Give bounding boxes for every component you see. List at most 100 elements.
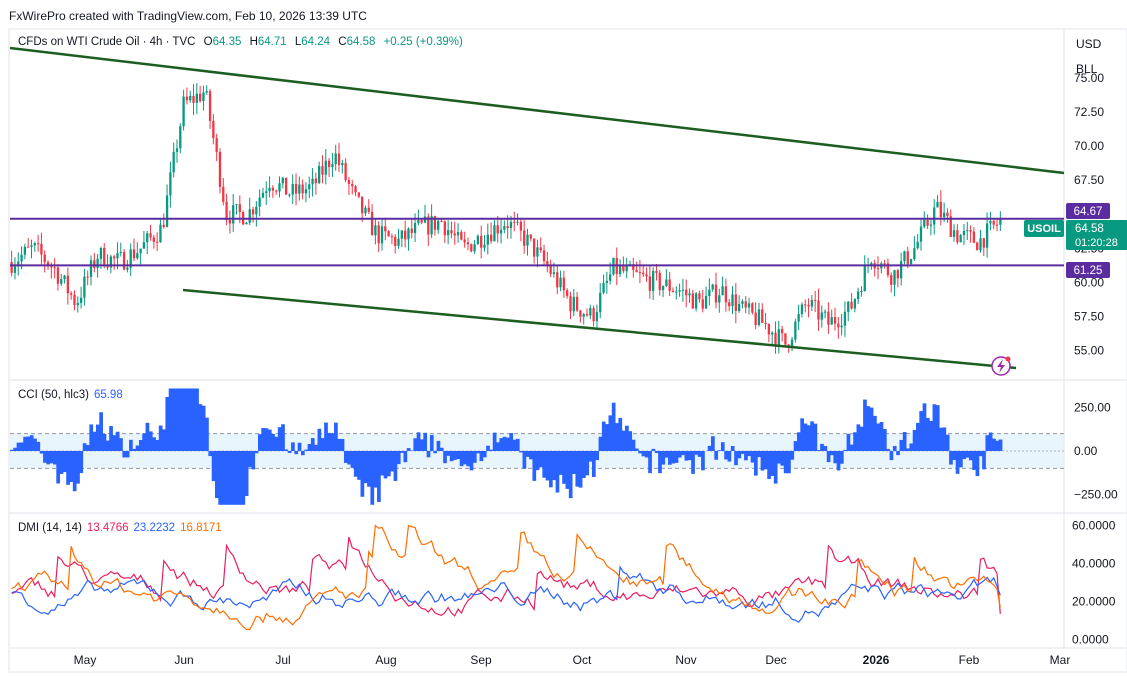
time-tick-label: Aug xyxy=(375,653,396,667)
cci-bar xyxy=(777,450,781,464)
candle xyxy=(470,243,473,253)
cci-bar xyxy=(13,447,18,451)
price-tick-label: 67.50 xyxy=(1074,173,1104,187)
cci-bar xyxy=(992,438,996,451)
candle xyxy=(671,287,675,293)
candle xyxy=(559,270,562,292)
candle xyxy=(985,212,989,258)
cci-bar xyxy=(902,432,907,451)
cci-bar xyxy=(19,442,24,451)
cci-bar xyxy=(162,429,166,451)
cci-bar xyxy=(456,450,461,460)
cci-bar xyxy=(942,427,947,451)
candle xyxy=(757,302,761,327)
cci-bar xyxy=(522,450,527,469)
cci-bar xyxy=(274,436,279,451)
cci-bar xyxy=(668,450,672,465)
time-axis: May Jun Jul Aug Sep Oct Nov Dec 2026 Feb Mar xyxy=(74,653,1071,667)
candle xyxy=(53,258,56,279)
cci-bar xyxy=(439,447,444,451)
cci-bar xyxy=(671,450,676,464)
candle xyxy=(761,303,764,323)
candle xyxy=(437,219,440,234)
candle xyxy=(678,283,681,297)
cci-bar xyxy=(181,388,186,451)
candle xyxy=(979,229,982,253)
cci-bar xyxy=(929,420,933,451)
currency-label[interactable]: USD xyxy=(1076,37,1102,51)
cci-bar xyxy=(843,449,847,451)
cci-bar xyxy=(324,422,328,451)
price-tick-label: 60.00 xyxy=(1074,275,1104,289)
cci-bar xyxy=(320,438,325,451)
candle xyxy=(599,283,602,319)
cci-bar xyxy=(720,442,725,451)
candle xyxy=(566,288,569,299)
candle xyxy=(43,250,46,273)
cci-bar xyxy=(816,450,821,451)
candle xyxy=(278,176,281,198)
cci-bar xyxy=(310,438,315,451)
candle xyxy=(63,274,66,284)
cci-bar xyxy=(135,445,140,451)
cci-bar xyxy=(968,450,973,461)
candle xyxy=(493,220,496,242)
candle xyxy=(460,229,463,241)
dmi-legend[interactable]: DMI (14, 14) 13.4766 23.2232 16.8171 xyxy=(18,522,222,534)
candle xyxy=(222,177,225,206)
cci-bar xyxy=(863,399,867,451)
cci-bar xyxy=(803,423,808,451)
cci-bar xyxy=(92,431,97,451)
cci-bar xyxy=(383,450,388,479)
cci-bar xyxy=(72,450,77,492)
candle xyxy=(638,259,642,284)
unit-label[interactable]: BLL xyxy=(1076,62,1098,76)
candle xyxy=(562,270,566,299)
candle xyxy=(387,230,390,237)
candle xyxy=(311,168,314,197)
cci-bar xyxy=(294,450,299,455)
cci-axis: −250.00 0.00 250.00 xyxy=(1074,401,1118,502)
cci-bar xyxy=(697,450,702,457)
cci-bar xyxy=(23,436,27,451)
cci-bar xyxy=(783,450,788,474)
cci-bar xyxy=(916,422,920,451)
cci-bar xyxy=(277,427,282,451)
event-lightning-icon[interactable] xyxy=(991,356,1011,376)
cci-bar xyxy=(757,450,762,458)
candle xyxy=(40,232,43,266)
cci-bar xyxy=(119,438,123,451)
cci-bar xyxy=(403,450,408,463)
cci-legend[interactable]: CCI (50, hlc3) 65.98 xyxy=(18,389,123,401)
candle xyxy=(919,218,923,251)
candle xyxy=(212,114,215,145)
cci-bar xyxy=(588,450,593,462)
cci-bar xyxy=(327,432,332,451)
candle xyxy=(73,290,76,311)
candle xyxy=(995,218,999,232)
candle xyxy=(929,219,933,236)
cci-bar xyxy=(122,450,127,458)
cci-bar xyxy=(787,450,791,474)
candle xyxy=(109,254,113,274)
cci-bar xyxy=(453,450,457,460)
channel-upper-line[interactable] xyxy=(9,46,1065,175)
cci-bar xyxy=(515,438,520,451)
cci-bar xyxy=(906,448,910,451)
cci-bar xyxy=(661,450,666,465)
cci-bar xyxy=(833,450,838,464)
candle xyxy=(843,301,847,337)
cci-bar xyxy=(79,450,84,474)
candle xyxy=(410,218,413,239)
symbol-title[interactable]: CFDs on WTI Crude Oil · 4h · TVC xyxy=(18,36,196,48)
cci-bar xyxy=(155,439,160,451)
candle xyxy=(701,289,704,313)
cci-bar xyxy=(548,450,553,488)
cci-bar xyxy=(972,450,976,470)
cci-bar xyxy=(949,450,953,465)
cci-bar xyxy=(367,450,371,487)
channel-lower-line[interactable] xyxy=(182,288,1017,370)
candle xyxy=(228,210,232,234)
candle xyxy=(159,218,162,243)
